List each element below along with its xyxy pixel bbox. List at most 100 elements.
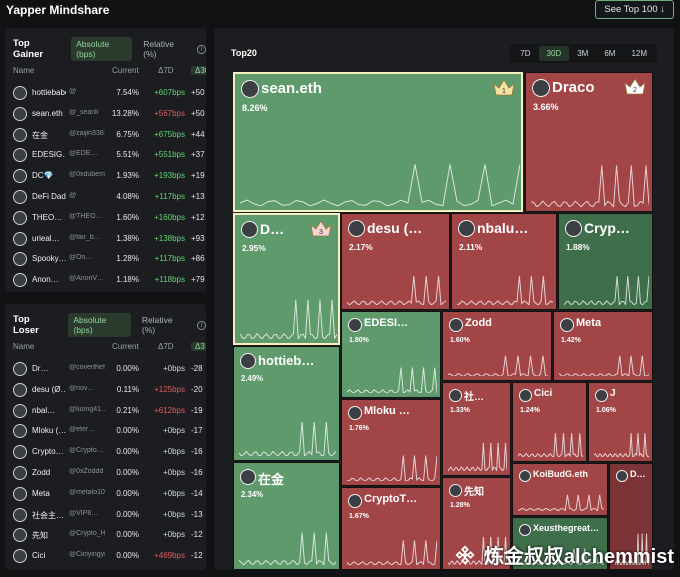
user-handle: @metalo102 xyxy=(69,488,105,496)
avatar xyxy=(348,406,362,420)
gainer-list: hottiebabe…@7.54%+607bps+50sean.eth@_sea… xyxy=(5,83,206,291)
treemap-tile-cryptot[interactable]: CryptoT… 1.67% xyxy=(341,487,441,570)
column-delta-7d[interactable]: Δ7D xyxy=(158,66,174,75)
treemap-tile-edesi[interactable]: EDESI… 1.80% xyxy=(341,311,441,398)
treemap-tile-dlast[interactable]: D… xyxy=(609,463,653,570)
treemap-tile-xeus[interactable]: Xeusthegreat… xyxy=(512,517,608,570)
column-name[interactable]: Name xyxy=(13,66,35,75)
sparkline xyxy=(347,367,437,393)
loser-relative-toggle[interactable]: Relative (%) xyxy=(141,315,173,335)
treemap-tile-meta[interactable]: Meta 1.42% xyxy=(553,311,653,381)
info-icon[interactable]: i xyxy=(197,44,206,54)
list-item[interactable]: 在金 @zaijin338191 6.75% +675bps +44 xyxy=(5,125,206,146)
list-item[interactable]: nbal… @luong41… 0.21% +612bps -19 xyxy=(5,401,206,422)
treemap-tile-koibud[interactable]: KoiBudG.eth xyxy=(512,463,608,516)
tile-name: 先知 xyxy=(464,487,484,498)
treemap-tile-sean[interactable]: sean.eth 8.26% 1 xyxy=(233,72,523,212)
list-item[interactable]: DeFi Dad…@4.08% +117bps +13 xyxy=(5,187,206,208)
list-item[interactable]: sean.eth @_seanli 13.28% +567bps +50 xyxy=(5,104,206,125)
range-tab-30d[interactable]: 30D xyxy=(538,46,570,61)
range-tab-7d[interactable]: 7D xyxy=(520,49,531,58)
list-item[interactable]: urieal… @fair_b… 1.38% +138bps +93 xyxy=(5,229,206,250)
treemap-tile-xianzhi[interactable]: 先知 1.28% xyxy=(442,477,511,570)
tile-name: 在金 xyxy=(258,472,285,487)
list-item[interactable]: EDESIG…@EDE… 5.51% +551bps +37 xyxy=(5,145,206,166)
delta-30d-value: -16 xyxy=(191,447,203,457)
avatar xyxy=(13,169,27,184)
tile-name: hottieb… xyxy=(258,353,315,368)
delta-30d-value: +93 xyxy=(191,233,205,243)
see-top-100-button[interactable]: See Top 100 ↓ xyxy=(595,0,674,19)
treemap-tile-d3[interactable]: D… 2.95% 3 xyxy=(233,213,340,345)
current-value: 0.00% xyxy=(116,364,139,373)
delta-30d-value: +79 xyxy=(191,275,205,285)
treemap-tile-zaijin[interactable]: 在金 2.34% xyxy=(233,462,340,570)
top-gainer-panel: Top Gainer Absolute (bps) Relative (%) i… xyxy=(5,28,206,292)
treemap-tile-j[interactable]: J 1.06% xyxy=(588,382,653,462)
list-item[interactable]: DC💎 @0xdubemm 1.93% +193bps +19 xyxy=(5,166,206,187)
treemap-tile-draco[interactable]: Draco 3.66% 2 xyxy=(525,72,653,212)
column-delta-30d[interactable]: Δ30 xyxy=(191,66,206,75)
avatar xyxy=(240,353,256,369)
rank-number: 2 xyxy=(633,87,637,94)
list-item[interactable]: THEO… @THEO… 1.60% +160bps +12 xyxy=(5,208,206,229)
list-item[interactable]: Spooky… @On… 1.28% +117bps +86 xyxy=(5,249,206,270)
current-value: 5.51% xyxy=(116,150,139,160)
sparkline xyxy=(615,533,649,565)
tile-share: 3.66% xyxy=(533,102,559,112)
user-name: Anon… xyxy=(32,275,59,285)
gainer-relative-toggle[interactable]: Relative (%) xyxy=(143,39,174,59)
list-item[interactable]: desu (Ø… @nov… 0.11% +125bps -20 xyxy=(5,380,206,401)
treemap-tile-hottie[interactable]: hottieb… 2.49% xyxy=(233,346,340,461)
tile-name: J xyxy=(610,388,616,399)
treemap-tile-cryp[interactable]: Cryp… 1.88% xyxy=(558,213,653,310)
treemap-tile-cici[interactable]: Cici 1.24% xyxy=(512,382,587,462)
info-icon[interactable]: i xyxy=(197,320,206,330)
treemap-tile-mloku[interactable]: Mloku … 1.76% xyxy=(341,399,441,486)
treemap-tile-she[interactable]: 社… 1.33% xyxy=(442,382,511,476)
list-item[interactable]: 社会主… @VIP8… 0.00% +0bps -13 xyxy=(5,505,206,526)
sparkline xyxy=(518,433,583,457)
top-loser-title: Top Loser xyxy=(13,314,39,336)
column-delta-7d[interactable]: Δ7D xyxy=(158,342,174,351)
list-item[interactable]: Mloku (… @eter… 0.00% +0bps -17 xyxy=(5,421,206,442)
list-item[interactable]: Crypto… @Crypto… 0.00% +0bps -16 xyxy=(5,442,206,463)
delta-30d-value: +37 xyxy=(191,150,205,160)
delta-30d-value: -14 xyxy=(191,488,203,498)
avatar xyxy=(519,470,531,482)
user-name: DC💎 xyxy=(32,171,54,181)
user-name: Spooky… xyxy=(32,254,66,264)
gainer-absolute-toggle[interactable]: Absolute (bps) xyxy=(71,37,133,61)
treemap-tile-zodd[interactable]: Zodd 1.60% xyxy=(442,311,552,381)
current-value: 1.38% xyxy=(116,233,139,243)
range-tab-3m[interactable]: 3M xyxy=(577,49,589,58)
treemap-tile-nbalu[interactable]: nbalu… 2.11% xyxy=(451,213,557,310)
range-tab-12m[interactable]: 12M xyxy=(631,49,647,58)
user-name: urieal… xyxy=(32,233,60,243)
list-item[interactable]: hottiebabe…@7.54% +607bps +50 xyxy=(5,83,206,104)
column-current[interactable]: Current xyxy=(112,66,139,75)
range-tab-6m[interactable]: 6M xyxy=(604,49,616,58)
list-item[interactable]: Cici @Ciciyingying 0.00% +469bps -12 xyxy=(5,546,206,567)
current-value: 13.28% xyxy=(111,108,139,118)
list-item[interactable]: Anon… @AnonV… 1.18% +118bps +79 xyxy=(5,270,206,291)
avatar xyxy=(241,80,259,98)
watermark: 炼金叔叔alchemmist xyxy=(454,540,674,569)
list-item[interactable]: Zodd @0xZoddd 0.00% +0bps -16 xyxy=(5,463,206,484)
avatar xyxy=(519,389,532,402)
loser-column-header: Name Current Δ7D Δ3 xyxy=(5,342,206,354)
column-delta-30d[interactable]: Δ3 xyxy=(191,342,206,351)
treemap-tile-desu[interactable]: desu (… 2.17% xyxy=(341,213,450,310)
rank-number: 1 xyxy=(502,88,506,95)
user-name: nbal… xyxy=(32,405,56,415)
user-handle: @On… xyxy=(69,254,93,262)
sparkline xyxy=(559,355,649,376)
tile-share: 2.34% xyxy=(241,490,264,499)
loser-absolute-toggle[interactable]: Absolute (bps) xyxy=(68,313,131,337)
column-current[interactable]: Current xyxy=(112,342,139,351)
list-item[interactable]: Dr… @coverthefi… 0.00% +0bps -28 xyxy=(5,359,206,380)
list-item[interactable]: Meta @metalo102 0.00% +0bps -14 xyxy=(5,484,206,505)
column-name[interactable]: Name xyxy=(13,342,35,351)
list-item[interactable]: 先知 @Crypto_He 0.00% +0bps -12 xyxy=(5,525,206,546)
delta-30d-value: +86 xyxy=(191,254,205,264)
